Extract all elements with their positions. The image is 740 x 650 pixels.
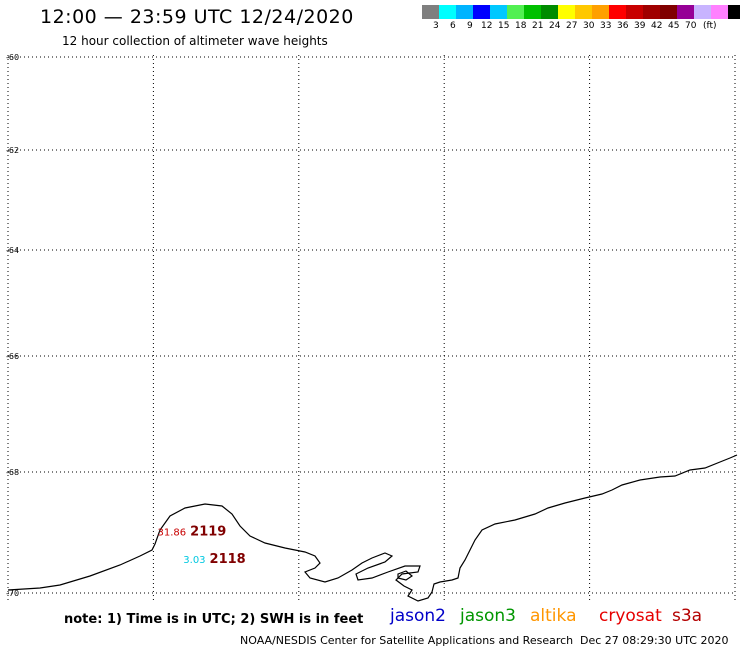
satellite-jason3: jason3	[460, 606, 516, 626]
satellite-altika: altika	[530, 606, 577, 626]
coastline-island	[397, 570, 414, 581]
color-scale-label: 15	[498, 21, 510, 31]
color-swatch	[490, 5, 507, 19]
satellite-jason2: jason2	[390, 606, 446, 626]
color-swatch	[422, 5, 439, 19]
color-swatch	[558, 5, 575, 19]
lat-tick-label: -66	[6, 352, 19, 361]
color-swatch	[660, 5, 677, 19]
color-swatch	[456, 5, 473, 19]
lat-tick-label: -60	[6, 53, 19, 62]
color-scale-label: 12	[481, 21, 493, 31]
antarctic-coastline	[7, 454, 738, 602]
color-scale-label: 33	[600, 21, 612, 31]
color-scale-label: 45	[668, 21, 680, 31]
color-scale-labels: 3 6 9 12 15 18 21 24 27 30 33 36 39 42 45 70 (ft)	[422, 21, 740, 33]
wave-observations: 31.86 2119 3.03 2118	[158, 525, 246, 567]
swh-value-label: 31.86	[158, 528, 187, 539]
credit-line: NOAA/NESDIS Center for Satellite Applica…	[240, 634, 574, 647]
color-scale-label: 39	[634, 21, 646, 31]
swh-value-label: 3.03	[183, 555, 205, 566]
color-swatch	[473, 5, 490, 19]
color-swatch	[694, 5, 711, 19]
observation-time-label: 2119	[190, 525, 226, 540]
map-title: 12:00 — 23:59 UTC 12/24/2020	[40, 6, 354, 28]
color-scale-label: 30	[583, 21, 595, 31]
lat-lon-grid	[7, 55, 736, 600]
color-scale-label: 42	[651, 21, 663, 31]
color-swatch	[541, 5, 558, 19]
color-scale-label: 18	[515, 21, 527, 31]
color-scale-label: 21	[532, 21, 544, 31]
color-swatch	[507, 5, 524, 19]
satellite-s3a: s3a	[672, 606, 703, 626]
color-swatch	[626, 5, 643, 19]
color-swatch	[592, 5, 609, 19]
color-swatch	[643, 5, 660, 19]
color-scale-bar	[422, 5, 740, 19]
lat-tick-label: -68	[6, 468, 19, 477]
color-swatch	[439, 5, 456, 19]
color-scale-label: 9	[467, 21, 473, 31]
color-scale-label: 70	[685, 21, 697, 31]
color-swatch	[609, 5, 626, 19]
generated-timestamp: Dec 27 08:29:30 UTC 2020	[580, 634, 729, 647]
lat-tick-label: -70	[6, 589, 19, 598]
footer-note: note: 1) Time is in UTC; 2) SWH is in fe…	[64, 612, 364, 627]
color-swatch	[524, 5, 541, 19]
lat-tick-label: -62	[6, 146, 19, 155]
color-swatch	[728, 5, 740, 19]
lat-tick-label: -64	[6, 246, 19, 255]
color-scale-label: 3	[433, 21, 439, 31]
map-subtitle: 12 hour collection of altimeter wave hei…	[62, 34, 328, 48]
observation-time-label: 2118	[210, 552, 246, 567]
color-swatch	[677, 5, 694, 19]
color-scale-label: 27	[566, 21, 578, 31]
color-swatch	[575, 5, 592, 19]
satellite-cryosat: cryosat	[599, 606, 662, 626]
color-swatch	[711, 5, 728, 19]
color-scale-unit: (ft)	[703, 21, 717, 31]
color-scale-label: 6	[450, 21, 456, 31]
color-scale-label: 36	[617, 21, 629, 31]
color-scale-label: 24	[549, 21, 561, 31]
